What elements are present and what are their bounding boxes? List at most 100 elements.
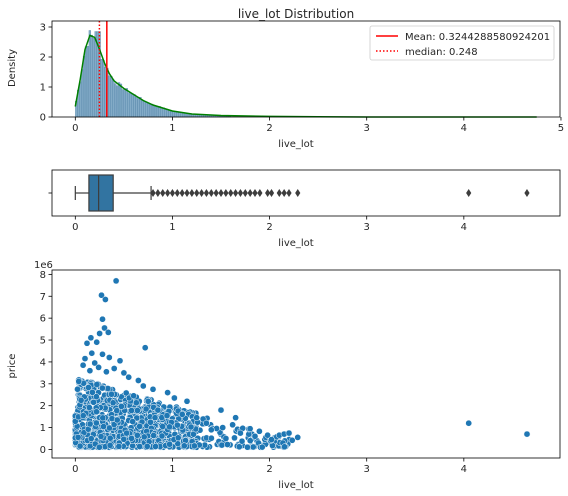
kde-layer — [74, 34, 537, 118]
scatter-point — [77, 396, 85, 404]
histogram-xtick-label: 4 — [461, 123, 467, 134]
scatter-point — [147, 418, 154, 426]
scatter-point — [106, 424, 113, 432]
scatter-point — [143, 443, 151, 450]
scatter-point — [246, 425, 254, 433]
scatter-point — [79, 412, 87, 419]
scatter-point — [163, 412, 171, 419]
scatter-x-label: live_lot — [278, 480, 314, 491]
scatter-xtick-label: 2 — [266, 464, 272, 475]
scatter-point — [122, 389, 130, 397]
histogram-bar — [166, 109, 169, 118]
scatter-point — [101, 324, 108, 332]
histogram-bar — [112, 79, 115, 118]
histogram-bar — [176, 111, 179, 118]
outlier-point — [281, 189, 287, 197]
scatter-point — [74, 385, 81, 393]
legend-mean-label: Mean: 0.3244288580924201 — [405, 32, 550, 43]
scatter-point — [98, 291, 105, 299]
scatter-point — [86, 367, 94, 375]
histogram-ytick-label: 2 — [40, 53, 46, 64]
scatter-point — [100, 423, 107, 430]
legend-median-label: median: 0.248 — [405, 47, 478, 58]
scatter-offset-label: 1e6 — [34, 260, 53, 271]
outlier-point — [150, 189, 156, 197]
scatter-point — [76, 442, 84, 450]
scatter-xtick-label: 4 — [461, 464, 467, 475]
scatter-point — [258, 443, 266, 451]
histogram-xtick-label: 0 — [72, 123, 78, 134]
scatter-point — [123, 429, 130, 437]
outlier-point — [169, 189, 176, 197]
histogram-bar — [145, 101, 148, 118]
scatter-point — [99, 414, 107, 422]
scatter-point — [89, 388, 96, 396]
scatter-point — [144, 397, 152, 405]
scatter-point — [93, 338, 101, 346]
histogram-bar — [90, 34, 93, 118]
scatter-point — [93, 408, 100, 416]
scatter-point — [125, 373, 133, 381]
outlier-point — [184, 189, 190, 197]
histogram-frame — [51, 20, 561, 118]
scatter-point — [246, 437, 254, 445]
outlier-point — [160, 189, 166, 197]
boxplot-xtick-label: 2 — [266, 222, 272, 233]
scatter-point — [166, 440, 173, 448]
histogram-panel: live_lot Distribution 0 1 2 3 4 5 0 1 2 3 live_lo… — [7, 7, 564, 150]
outlier-point — [189, 189, 195, 197]
scatter-point — [222, 435, 230, 442]
boxplot — [74, 174, 530, 212]
scatter-point — [85, 384, 92, 391]
histogram-bar — [123, 89, 126, 118]
boxplot-x-label: live_lot — [278, 238, 314, 249]
scatter-point — [154, 406, 162, 414]
outlier-point — [247, 189, 253, 197]
scatter-point — [191, 442, 198, 450]
boxplot-xtick-label: 4 — [461, 222, 467, 233]
histogram-bar — [147, 102, 150, 118]
scatter-point — [203, 419, 210, 427]
scatter-point — [96, 330, 103, 337]
scatter-point — [294, 434, 302, 441]
scatter-xtick-label: 0 — [72, 464, 78, 475]
scatter-point — [103, 368, 110, 376]
scatter-ytick-label: 7 — [40, 292, 46, 303]
scatter-point — [81, 355, 89, 362]
scatter-ytick-label: 3 — [40, 379, 46, 390]
scatter-point — [264, 431, 271, 439]
histogram-bar — [182, 112, 185, 118]
histogram-ytick-label: 3 — [40, 23, 46, 34]
scatter-point — [83, 339, 91, 347]
scatter-point — [93, 393, 100, 401]
boxplot-axes: 0 1 2 3 4 — [48, 169, 561, 233]
histogram-bar — [137, 98, 140, 118]
histogram-bar — [133, 94, 136, 118]
outlier-point — [179, 189, 185, 197]
scatter-point — [104, 329, 112, 336]
scatter-point — [120, 435, 128, 443]
scatter-xtick-label: 3 — [364, 464, 370, 475]
scatter-point — [86, 420, 94, 428]
histogram-bar — [139, 97, 142, 118]
outlier-point — [155, 189, 161, 197]
histogram-bar — [131, 93, 134, 118]
scatter-frame — [51, 269, 561, 459]
histogram-xtick-label: 5 — [558, 123, 564, 134]
scatter-point — [152, 443, 159, 450]
scatter-point — [106, 434, 114, 442]
scatter-point — [219, 424, 227, 431]
scatter-point — [268, 436, 275, 443]
scatter-point — [218, 441, 226, 449]
boxplot-panel: 0 1 2 3 4 live_lot — [48, 169, 561, 249]
scatter-point — [171, 394, 178, 402]
scatter-point — [99, 315, 106, 323]
scatter-point — [159, 423, 167, 430]
scatter-point — [285, 429, 293, 437]
histogram-bar — [150, 103, 154, 118]
histogram-bar — [92, 38, 95, 118]
scatter-ytick-label: 5 — [40, 336, 46, 347]
histogram-bar — [135, 96, 138, 118]
scatter-point — [523, 430, 531, 438]
histogram-bar — [119, 83, 123, 118]
